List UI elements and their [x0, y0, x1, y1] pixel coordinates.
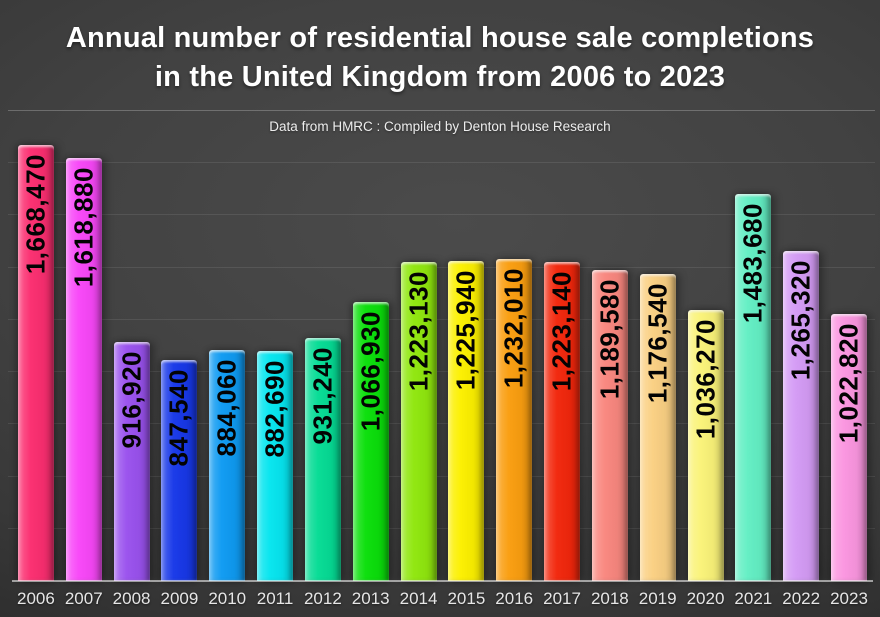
chart-title: Annual number of residential house sale …: [0, 19, 880, 97]
bar-value-label-2011: 882,690: [259, 359, 290, 457]
bar-column-2012: 931,240: [299, 111, 347, 581]
x-axis-label-2016: 2016: [495, 589, 534, 608]
x-axis-labels: 2006 2007 2008 2009 2010 2011 2012 2013 2014 2015…: [12, 589, 873, 609]
bar-value-label-2013: 1,066,930: [355, 311, 386, 432]
bar-column-2007: 1,618,880: [60, 111, 108, 581]
x-axis-label-2014: 2014: [399, 589, 438, 608]
bar-value-label-2015: 1,225,940: [450, 269, 481, 391]
chart-title-line1: Annual number of residential house sale …: [65, 22, 815, 54]
bar-2023: 1,022,820: [830, 313, 867, 581]
x-axis-line: [12, 580, 873, 582]
gridline-200000: [8, 527, 875, 529]
bar-column-2015: 1,225,940: [442, 111, 490, 581]
bar-column-2020: 1,036,270: [682, 111, 730, 581]
gridline-1600000: [8, 162, 875, 164]
gridline-600000: [8, 423, 875, 425]
x-axis-label-2011: 2011: [256, 589, 294, 608]
bar-2007: 1,618,880: [65, 158, 102, 581]
x-axis-label-2020: 2020: [686, 589, 725, 608]
bar-column-2022: 1,265,320: [777, 111, 825, 581]
x-axis-label-2023: 2023: [830, 589, 868, 608]
bar-column-2008: 916,920: [108, 111, 156, 581]
bar-value-label-2009: 847,540: [163, 368, 194, 467]
plot-area: 1,668,470 1,618,880 916,920 847,540 884,060 8…: [8, 110, 875, 582]
bar-value-label-2008: 916,920: [116, 350, 147, 449]
bar-column-2016: 1,232,010: [490, 111, 538, 581]
bar-2022: 1,265,320: [783, 250, 820, 581]
bar-value-label-2022: 1,265,320: [785, 259, 816, 380]
bar-column-2011: 882,690: [251, 111, 299, 581]
bar-value-label-2019: 1,176,540: [642, 282, 673, 403]
bar-2010: 884,060: [209, 350, 246, 581]
bar-2017: 1,223,140: [544, 261, 581, 581]
bar-2009: 847,540: [161, 359, 198, 581]
x-axis-label-2009: 2009: [160, 589, 199, 608]
bar-column-2023: 1,022,820: [825, 111, 873, 581]
gridline-1800000: [8, 110, 875, 111]
bar-2015: 1,225,940: [448, 260, 485, 581]
chart-title-line2: in the United Kingdom from 2006 to 2023: [154, 61, 726, 93]
bar-2011: 882,690: [257, 350, 294, 581]
bar-value-label-2023: 1,022,820: [833, 322, 864, 444]
bar-2018: 1,189,580: [591, 270, 628, 581]
gridline-1400000: [8, 214, 875, 216]
bar-value-label-2007: 1,618,880: [68, 167, 99, 288]
x-axis-label-2008: 2008: [112, 589, 151, 608]
x-axis-label-2012: 2012: [303, 589, 342, 608]
bar-value-label-2016: 1,232,010: [498, 268, 529, 389]
x-axis-label-2018: 2018: [590, 589, 629, 608]
x-axis-label-2017: 2017: [543, 589, 581, 608]
bar-column-2013: 1,066,930: [347, 111, 395, 581]
bar-value-label-2006: 1,668,470: [20, 154, 51, 275]
bar-2006: 1,668,470: [17, 145, 54, 581]
bar-column-2017: 1,223,140: [538, 111, 586, 581]
bar-2012: 931,240: [304, 337, 341, 581]
x-axis-label-2010: 2010: [208, 589, 247, 608]
bar-value-label-2020: 1,036,270: [690, 319, 720, 440]
bar-column-2010: 884,060: [203, 111, 251, 581]
bar-2014: 1,223,130: [400, 261, 437, 581]
x-axis-label-2013: 2013: [351, 589, 390, 608]
bar-2020: 1,036,270: [687, 310, 724, 581]
bars-row: 1,668,470 1,618,880 916,920 847,540 884,060 8…: [12, 111, 873, 581]
x-axis-label-2007: 2007: [64, 589, 103, 608]
gridline-400000: [8, 475, 875, 477]
bar-2008: 916,920: [113, 341, 150, 581]
x-axis-label-2019: 2019: [638, 589, 677, 608]
bar-2013: 1,066,930: [352, 302, 389, 581]
bar-value-label-2012: 931,240: [307, 346, 338, 445]
bar-column-2009: 847,540: [155, 111, 203, 581]
bar-column-2006: 1,668,470: [12, 111, 60, 581]
bar-2019: 1,176,540: [639, 273, 676, 581]
gridline-1200000: [8, 266, 875, 268]
bar-value-label-2017: 1,223,140: [546, 270, 577, 391]
gridline-800000: [8, 371, 875, 373]
bar-column-2018: 1,189,580: [586, 111, 634, 581]
chart-subtitle: Data from HMRC : Compiled by Denton Hous…: [269, 119, 611, 134]
gridline-1000000: [8, 318, 875, 320]
bar-value-label-2021: 1,483,680: [737, 202, 768, 323]
x-axis-label-2022: 2022: [782, 589, 821, 608]
x-axis-label-2015: 2015: [447, 589, 486, 608]
bar-column-2019: 1,176,540: [634, 111, 682, 581]
x-axis-label-2006: 2006: [17, 589, 55, 608]
x-axis-label-2021: 2021: [734, 589, 773, 608]
bar-2016: 1,232,010: [496, 259, 533, 581]
bar-value-label-2018: 1,189,580: [594, 279, 625, 400]
bar-value-label-2010: 884,060: [211, 359, 242, 457]
bar-column-2014: 1,223,130: [395, 111, 443, 581]
bar-2021: 1,483,680: [735, 193, 772, 581]
bar-value-label-2014: 1,223,130: [403, 270, 434, 391]
bar-column-2021: 1,483,680: [729, 111, 777, 581]
